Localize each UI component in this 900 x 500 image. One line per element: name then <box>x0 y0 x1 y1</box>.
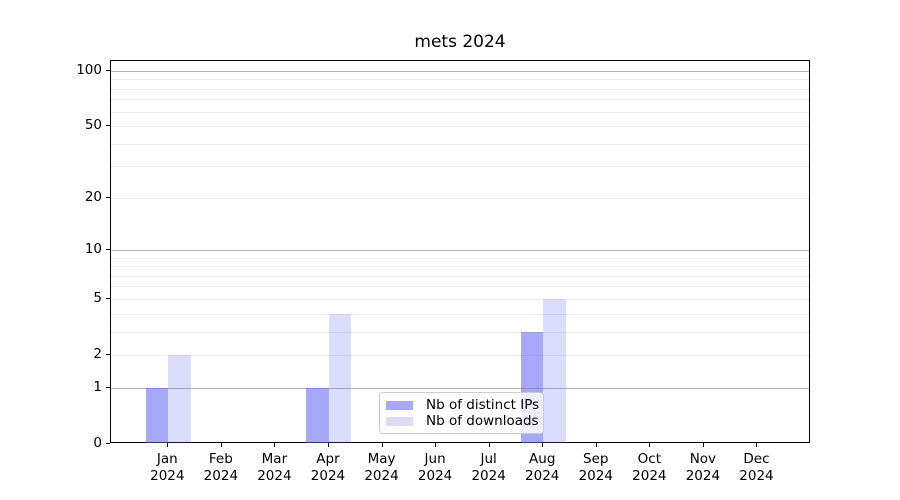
gridline-major <box>111 387 809 389</box>
bar-downloads-jan <box>168 355 191 443</box>
y-tick-mark <box>106 386 110 388</box>
legend-swatch-distinct-ips <box>386 400 413 410</box>
gridline-minor <box>111 99 809 101</box>
x-tick-label-month: Jun <box>424 451 446 467</box>
gridline-minor <box>111 257 809 259</box>
gridline-minor <box>111 266 809 268</box>
x-tick-mark <box>702 443 704 447</box>
x-tick-label: Dec 2024 <box>724 451 788 485</box>
x-tick-label: May 2024 <box>350 451 414 485</box>
x-tick-label-month: May <box>367 451 396 467</box>
gridline-minor <box>111 166 809 168</box>
y-tick-mark <box>106 196 110 198</box>
y-tick-label: 1 <box>93 378 102 395</box>
x-tick-label-year: 2024 <box>417 468 453 484</box>
y-tick-mark <box>106 442 110 444</box>
gridline-minor <box>111 298 809 300</box>
chart-title: mets 2024 <box>414 32 506 52</box>
x-tick-label-year: 2024 <box>150 468 185 484</box>
bar-downloads-aug <box>543 299 566 443</box>
x-tick-label-month: Jul <box>480 451 497 467</box>
x-tick-label-year: 2024 <box>685 468 721 484</box>
x-tick-label-year: 2024 <box>471 468 506 484</box>
x-tick-mark <box>167 443 169 447</box>
y-tick-mark <box>106 125 110 127</box>
x-tick-label-month: Aug <box>529 451 556 467</box>
x-tick-label-year: 2024 <box>525 468 560 484</box>
bar-distinct-ips-apr <box>306 388 329 443</box>
gridline-major <box>111 249 809 251</box>
x-tick-mark <box>435 443 437 447</box>
x-tick-label: Nov 2024 <box>671 451 735 485</box>
y-tick-label: 100 <box>76 61 102 78</box>
x-tick-label-year: 2024 <box>257 468 292 484</box>
x-tick-mark <box>649 443 651 447</box>
y-tick-label: 50 <box>84 117 102 134</box>
x-tick-mark <box>327 443 329 447</box>
y-tick-mark <box>106 297 110 299</box>
x-tick-label-month: Sep <box>583 451 609 467</box>
y-tick-mark <box>106 248 110 250</box>
legend-label-distinct-ips: Nb of distinct IPs <box>426 397 540 413</box>
x-tick-label: Apr 2024 <box>296 451 360 485</box>
gridline-minor <box>111 143 809 145</box>
x-tick-label-month: Oct <box>637 451 661 467</box>
gridline-major <box>111 70 809 72</box>
x-tick-label-month: Dec <box>743 451 770 467</box>
x-tick-mark <box>274 443 276 447</box>
x-tick-mark <box>756 443 758 447</box>
y-tick-label: 20 <box>84 188 102 205</box>
x-tick-label-month: Apr <box>316 451 340 467</box>
y-tick-label: 2 <box>93 345 102 362</box>
plot-area <box>110 60 810 443</box>
gridline-minor <box>111 354 809 356</box>
gridline-minor <box>111 313 809 315</box>
y-tick-mark <box>106 353 110 355</box>
gridline-minor <box>111 197 809 199</box>
x-tick-mark <box>488 443 490 447</box>
gridline-minor <box>111 79 809 81</box>
bar-distinct-ips-jan <box>145 388 169 443</box>
x-tick-label-month: Mar <box>261 451 288 467</box>
x-tick-mark <box>381 443 383 447</box>
legend-item-distinct-ips: Nb of distinct IPs <box>386 397 539 413</box>
x-tick-label-year: 2024 <box>739 468 774 484</box>
y-tick-mark <box>106 69 110 71</box>
x-tick-label-month: Feb <box>208 451 233 467</box>
x-tick-label: Mar 2024 <box>242 451 306 485</box>
x-tick-mark <box>220 443 222 447</box>
gridline-minor <box>111 275 809 277</box>
x-tick-label-year: 2024 <box>632 468 667 484</box>
x-tick-label-year: 2024 <box>310 468 346 484</box>
gridline-minor <box>111 88 809 90</box>
x-tick-label: Aug 2024 <box>510 451 574 485</box>
x-tick-label-month: Jan <box>156 451 178 467</box>
x-tick-mark <box>595 443 597 447</box>
bar-downloads-apr <box>328 314 352 443</box>
legend-label-downloads: Nb of downloads <box>426 413 539 429</box>
gridline-minor <box>111 111 809 113</box>
x-tick-label: Feb 2024 <box>189 451 253 485</box>
x-tick-label: Oct 2024 <box>617 451 681 485</box>
legend-item-downloads: Nb of downloads <box>386 413 539 429</box>
gridline-minor <box>111 331 809 333</box>
x-tick-label: Sep 2024 <box>564 451 628 485</box>
legend-swatch-downloads <box>386 416 413 426</box>
gridline-minor <box>111 126 809 128</box>
y-tick-label: 5 <box>93 289 102 306</box>
legend: Nb of distinct IPs Nb of downloads <box>379 392 544 434</box>
x-tick-label: Jun 2024 <box>403 451 467 485</box>
gridline-minor <box>111 286 809 288</box>
x-tick-label: Jan 2024 <box>135 451 199 485</box>
x-tick-mark <box>542 443 544 447</box>
x-tick-label: Jul 2024 <box>457 451 521 485</box>
y-tick-label: 10 <box>84 240 102 257</box>
x-tick-label-month: Nov <box>689 451 717 467</box>
x-tick-label-year: 2024 <box>578 468 613 484</box>
y-tick-label: 0 <box>93 434 102 451</box>
x-tick-label-year: 2024 <box>203 468 239 484</box>
x-tick-label-year: 2024 <box>364 468 399 484</box>
